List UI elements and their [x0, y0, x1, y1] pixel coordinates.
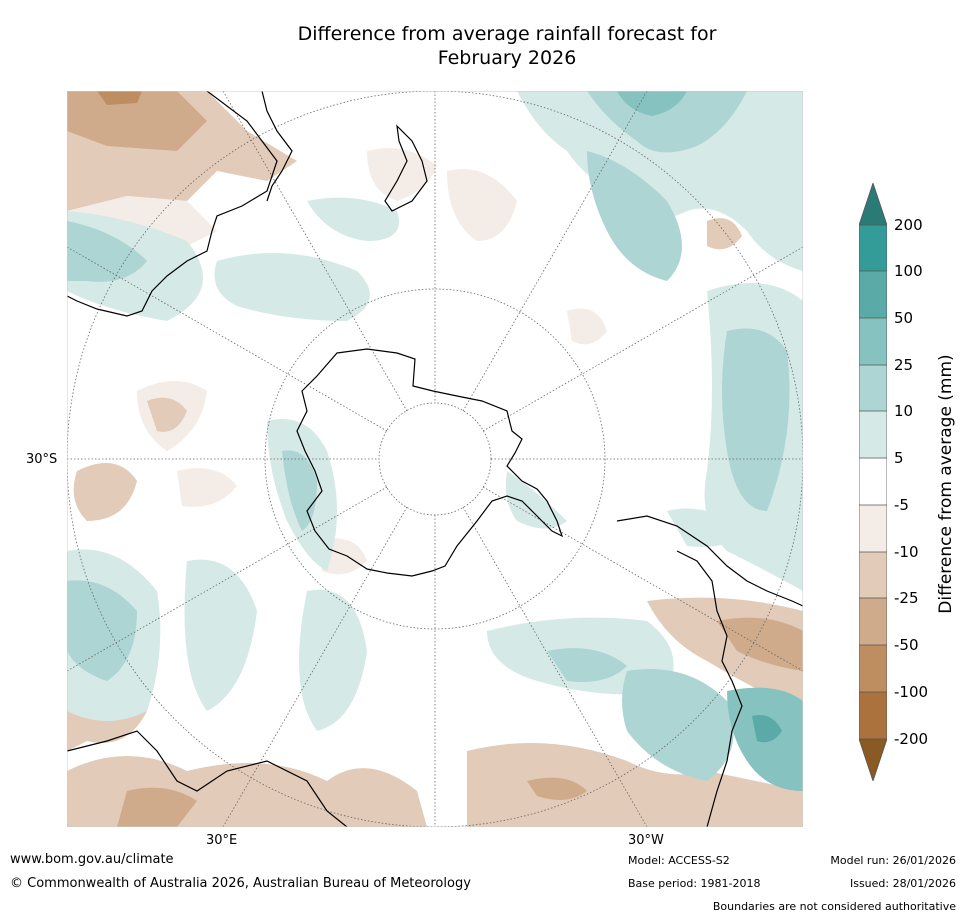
dry-area-north — [447, 169, 517, 241]
lat-label-30s: 30°S — [26, 452, 58, 467]
legend-swatch-minus25 — [859, 598, 887, 645]
map-frame — [67, 91, 803, 827]
legend-swatch-10 — [859, 411, 887, 458]
wet-area-indian-core — [282, 450, 317, 531]
dry-area-w1-core — [147, 397, 187, 432]
wet-area-s-indian — [184, 559, 257, 711]
south-america-coast — [676, 550, 743, 827]
coastlines — [67, 91, 803, 827]
legend-tick-minus50: -50 — [894, 636, 919, 654]
dry-area-africa-core — [117, 787, 197, 827]
legend-swatch-100 — [859, 271, 887, 318]
lat-circle-60s — [264, 288, 606, 630]
wet-area-ne — [517, 91, 803, 271]
legend-swatch-minus5 — [859, 505, 887, 552]
wet-area-atlantic-core — [547, 648, 627, 682]
africa-coast — [67, 730, 348, 827]
wet-area-nw2 — [214, 253, 370, 321]
map-title: Difference from average rainfall forecas… — [0, 22, 965, 70]
footer-disclaimer: Boundaries are not considered authoritat… — [712, 900, 956, 913]
legend-swatch-minus100 — [859, 692, 887, 739]
dry-area-nw-core — [67, 91, 207, 151]
dry-area-nw-peak — [97, 91, 142, 105]
footer-website: www.bom.gov.au/climate — [10, 852, 174, 867]
graticule — [67, 91, 803, 827]
dry-area-south — [467, 743, 803, 827]
wet-area-drake — [667, 508, 747, 547]
legend-tick-25: 25 — [894, 356, 914, 374]
dry-area-w3 — [177, 468, 237, 507]
wet-area-weddell — [505, 471, 567, 529]
legend-swatch-minus50 — [859, 645, 887, 692]
legend-swatch-minus10 — [859, 552, 887, 598]
dry-area-nz — [367, 148, 437, 201]
lon-label-30e: 30°E — [206, 833, 238, 848]
legend-tick-100: 100 — [894, 262, 923, 280]
legend-tick-10: 10 — [894, 402, 914, 420]
map-title-line1: Difference from average rainfall forecas… — [297, 23, 717, 45]
wet-area-sw-core — [67, 580, 137, 681]
footer-model: Model: ACCESS-S2 — [628, 854, 730, 867]
legend-colorbar — [859, 183, 887, 781]
dry-area-south-america-core — [717, 617, 803, 671]
dry-area-ne — [707, 218, 742, 250]
legend-outline — [859, 183, 887, 781]
wet-area-s2 — [299, 589, 367, 731]
new-zealand-coast — [384, 124, 428, 212]
legend-tick-50: 50 — [894, 309, 914, 327]
legend-tick-minus25: -25 — [894, 589, 919, 607]
dry-area-w2 — [73, 463, 137, 521]
legend-swatch-dry-extreme — [859, 739, 887, 781]
legend-swatch-wet-extreme — [859, 183, 887, 225]
lon-label-30w: 30°W — [628, 833, 664, 848]
south-america-coast-north — [616, 515, 803, 607]
rainfall-anomaly-shading — [67, 91, 803, 827]
rainfall-map-svg — [67, 91, 803, 827]
dry-area-e1 — [567, 308, 607, 345]
legend-tick-200: 200 — [894, 216, 923, 234]
footer-issued: Issued: 28/01/2026 — [849, 877, 956, 890]
legend-tick-minus100: -100 — [894, 683, 929, 701]
map-title-line2: February 2026 — [437, 47, 577, 69]
wet-area-s-atlantic — [622, 669, 734, 781]
legend-swatch-200 — [859, 225, 887, 271]
footer-copyright: © Commonwealth of Australia 2026, Austra… — [10, 876, 471, 891]
legend-swatch-neutral — [859, 458, 887, 505]
australia-coast — [67, 91, 278, 317]
australia-east-coast — [261, 91, 293, 202]
wet-area-ne-peak — [617, 91, 687, 116]
rainfall-map — [67, 91, 803, 827]
footer-base-period: Base period: 1981-2018 — [628, 877, 761, 890]
wet-area-ne-core — [587, 91, 747, 153]
legend-tick-5: 5 — [894, 449, 904, 467]
wet-area-tasman — [307, 197, 399, 241]
legend-tick-minus10: -10 — [894, 543, 919, 561]
wet-area-ne2 — [587, 151, 682, 281]
legend-tick-minus5: -5 — [894, 496, 909, 514]
legend-swatch-25 — [859, 365, 887, 411]
legend-title: Difference from average (mm) — [936, 354, 956, 614]
antarctica-coast — [296, 348, 564, 577]
footer-model-run: Model run: 26/01/2026 — [830, 854, 956, 867]
legend-swatch-50 — [859, 318, 887, 365]
wet-area-west-core — [67, 221, 147, 282]
wet-area-east-core — [722, 328, 790, 511]
legend-tick-minus200: -200 — [894, 730, 929, 748]
wet-area-se-peak — [752, 715, 782, 743]
dry-area-south-core — [527, 777, 587, 800]
